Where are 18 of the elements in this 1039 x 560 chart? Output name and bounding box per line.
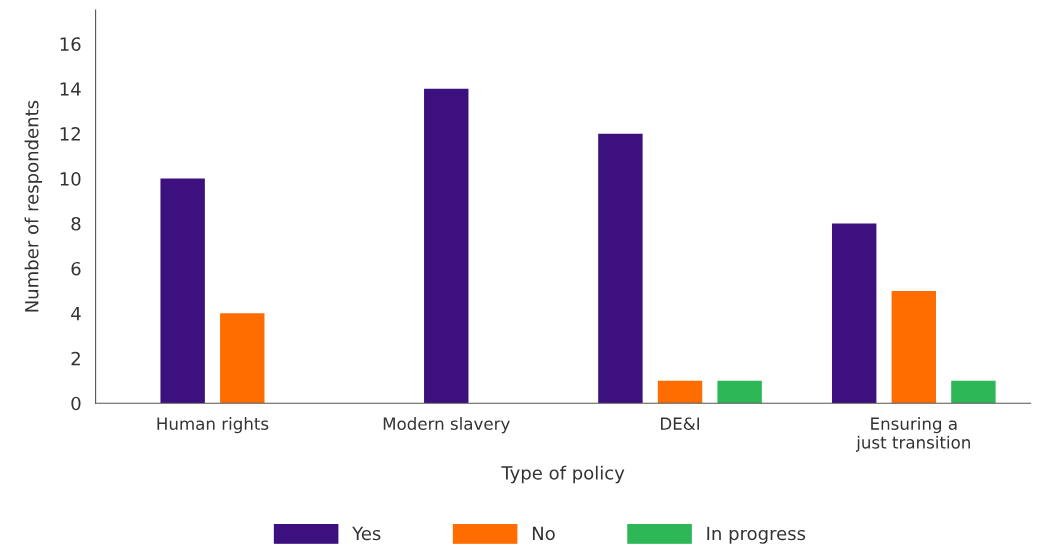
legend-label: In progress bbox=[707, 526, 806, 544]
y-tick-label: 6 bbox=[71, 261, 81, 276]
legend-label: No bbox=[532, 526, 555, 541]
x-tick-label: Ensuring a just transition bbox=[855, 417, 970, 452]
y-tick-label: 0 bbox=[71, 396, 81, 411]
x-axis-title: Type of policy bbox=[501, 465, 625, 484]
y-tick-label: 10 bbox=[60, 172, 81, 186]
legend-label: Yes bbox=[352, 526, 381, 541]
y-tick-label: 8 bbox=[71, 216, 81, 231]
y-tick-label: 2 bbox=[71, 351, 80, 366]
x-tick-label: DE&I bbox=[661, 417, 700, 430]
x-tick-label: Human rights bbox=[157, 417, 269, 434]
y-tick-label: 4 bbox=[71, 307, 81, 321]
y-axis-title: Number of respondents bbox=[24, 100, 43, 312]
y-tick-label: 12 bbox=[60, 127, 80, 141]
y-tick-label: 14 bbox=[60, 82, 81, 96]
x-tick-label: Modern slavery bbox=[383, 417, 510, 434]
y-tick-label: 16 bbox=[60, 37, 81, 51]
